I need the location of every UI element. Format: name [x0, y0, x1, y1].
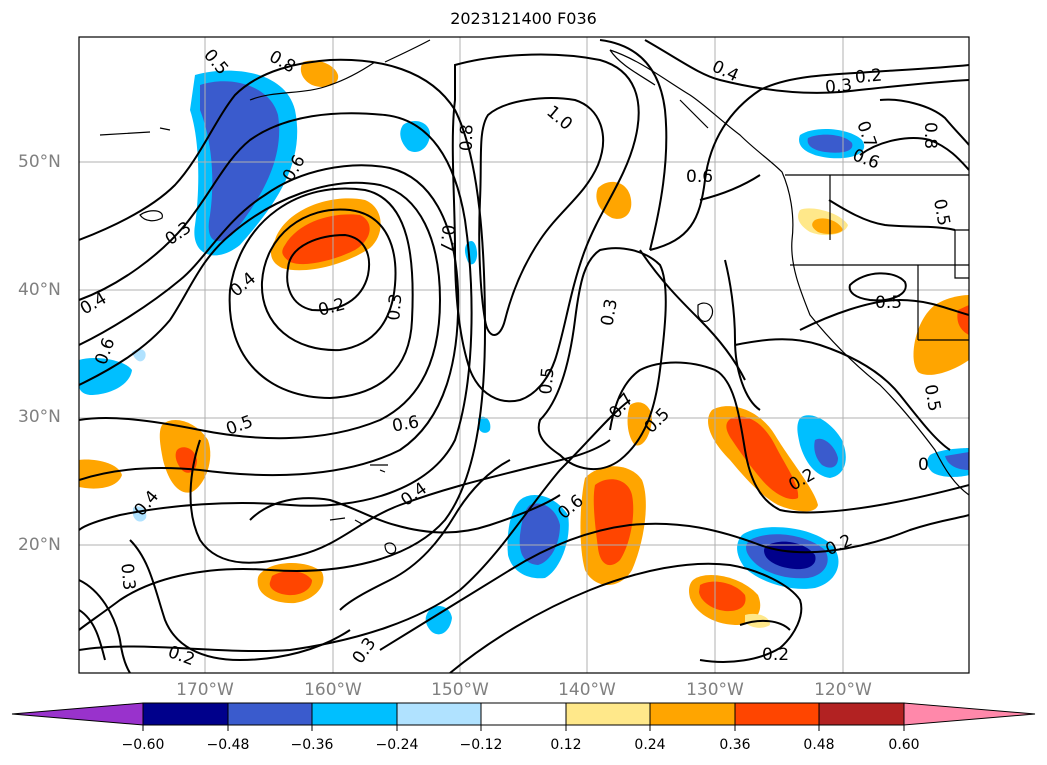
shaded-anomaly	[300, 60, 339, 87]
shaded-anomaly	[764, 541, 816, 570]
contour-label: 0.3	[598, 297, 622, 327]
coastlines	[99, 39, 969, 555]
colorbar-segment	[734, 702, 820, 726]
contour-label: 0	[918, 455, 929, 475]
shaded-anomaly	[425, 606, 452, 635]
colorbar-tick-label: −0.12	[459, 737, 503, 753]
colorbar-tick-label: 0.60	[888, 737, 920, 753]
colorbar-segment	[396, 702, 482, 726]
map-title: 2023121400 F036	[450, 9, 597, 28]
contour-label: 0.2	[854, 66, 883, 88]
colorbar-tick-label: 0.12	[550, 737, 582, 753]
contour-label: 0.3	[116, 562, 138, 591]
lon-label: 130°W	[686, 680, 744, 700]
shaded-anomaly	[282, 214, 370, 265]
colorbar-tick-label: −0.60	[121, 737, 165, 753]
lat-label: 50°N	[18, 152, 61, 172]
contour-label: 0.5	[875, 293, 902, 313]
colorbar-tick-label: 0.48	[803, 737, 835, 753]
contour-label: 0.2	[762, 645, 789, 665]
lon-label: 150°W	[431, 680, 489, 700]
shaded-anomaly	[478, 416, 491, 433]
shaded-anomaly	[814, 438, 838, 468]
contour-label: 0.8	[920, 122, 940, 149]
shaded-anomaly	[79, 358, 132, 395]
shaded-anomaly	[945, 452, 969, 470]
shaded-anomaly	[175, 447, 197, 473]
colorbar-extend-high	[903, 702, 1036, 726]
contour-lines	[79, 39, 969, 673]
colorbar-tick-label: 0.36	[719, 737, 751, 753]
contour-label: 0.3	[824, 76, 853, 98]
contour-label: 0.5	[929, 197, 953, 227]
contour-label: 0.3	[384, 293, 406, 322]
shaded-anomaly	[200, 81, 280, 242]
contour-label: 0.7	[435, 224, 457, 253]
shaded-anomaly	[593, 479, 634, 566]
contour-label: 0.5	[536, 367, 558, 396]
lat-label: 40°N	[18, 280, 61, 300]
colorbar-tick-label: −0.48	[206, 737, 250, 753]
lon-label: 140°W	[558, 680, 616, 700]
colorbar-segment	[311, 702, 398, 726]
shaded-anomaly	[400, 121, 430, 153]
shaded-anomaly	[519, 503, 560, 565]
colorbar-segment	[818, 702, 905, 726]
shaded-anomaly	[699, 581, 746, 612]
map-frame	[78, 36, 970, 674]
colorbar-tick-label: 0.24	[634, 737, 666, 753]
colorbar-extend-low	[11, 702, 144, 726]
colorbar	[11, 702, 1036, 726]
lon-label: 170°W	[176, 680, 234, 700]
shaded-anomaly	[269, 571, 312, 596]
lat-label: 30°N	[18, 407, 61, 427]
contour-label: 0.6	[391, 412, 421, 436]
lon-label: 160°W	[304, 680, 362, 700]
shaded-anomaly	[627, 402, 652, 446]
shaded-anomaly	[913, 295, 969, 375]
colorbar-segment	[227, 702, 313, 726]
contour-label: 0.5	[920, 383, 944, 413]
lon-label: 120°W	[814, 680, 872, 700]
contour-label: 0.6	[686, 167, 713, 187]
colorbar-segment	[649, 702, 736, 726]
colorbar-tick-label: −0.36	[290, 737, 334, 753]
shaded-anomalies	[79, 60, 969, 635]
colorbar-segment	[142, 702, 229, 726]
contour-label: 0.8	[457, 124, 478, 152]
lat-label: 20°N	[18, 535, 61, 555]
shaded-anomaly	[726, 416, 799, 500]
colorbar-segment	[480, 702, 567, 726]
shaded-anomaly	[812, 218, 843, 235]
gridlines	[79, 37, 969, 673]
colorbar-tick-label: −0.24	[375, 737, 419, 753]
colorbar-ticks	[142, 725, 905, 731]
shaded-anomaly	[807, 134, 853, 153]
colorbar-segment	[565, 702, 651, 726]
